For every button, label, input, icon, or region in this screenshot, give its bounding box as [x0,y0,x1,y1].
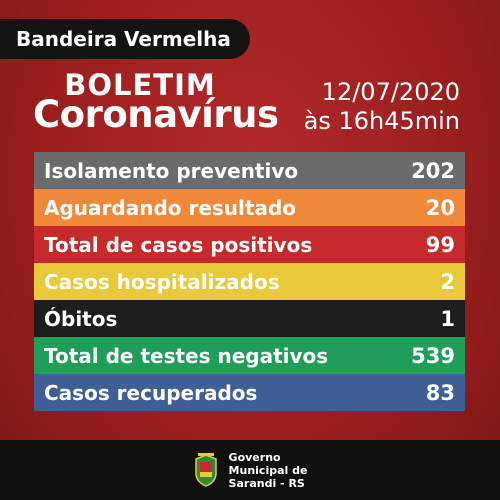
stat-row-positivos: Total de casos positivos 99 [34,226,465,263]
footer: Governo Municipal de Sarandi - RS [0,440,500,500]
status-tag-label: Bandeira Vermelha [16,27,231,51]
stat-value: 20 [425,195,455,220]
stat-label: Óbitos [44,306,118,331]
bulletin-date: 12/07/2020 [321,78,460,106]
stat-label: Casos hospitalizados [44,269,280,294]
stat-value: 83 [425,380,455,405]
stats-table: Isolamento preventivo 202 Aguardando res… [34,152,465,411]
stat-label: Isolamento preventivo [44,158,299,183]
stat-value: 202 [411,158,455,183]
stat-row-aguardando: Aguardando resultado 20 [34,189,465,226]
stat-value: 2 [440,269,455,294]
stat-value: 1 [440,306,455,331]
stat-value: 99 [425,232,455,257]
stat-row-recuperados: Casos recuperados 83 [34,374,465,411]
footer-text: Governo Municipal de Sarandi - RS [229,451,308,490]
title-line2: Coronavírus [33,93,279,136]
stat-label: Aguardando resultado [44,195,297,220]
municipal-crest-icon [194,453,217,487]
status-tag: Bandeira Vermelha [0,19,250,59]
stat-row-hospitalizados: Casos hospitalizados 2 [34,263,465,300]
stat-label: Total de testes negativos [44,343,329,368]
stat-row-isolamento: Isolamento preventivo 202 [34,152,465,189]
stat-label: Casos recuperados [44,380,258,405]
footer-line2: Municipal de [228,463,308,477]
stat-row-negativos: Total de testes negativos 539 [34,337,465,374]
footer-line3: Sarandi - RS [228,476,305,490]
title-line1: BOLETIM [64,68,216,102]
stat-value: 539 [411,343,455,368]
footer-line1: Governo [228,450,281,464]
stat-row-obitos: Óbitos 1 [34,300,465,337]
bulletin-time: às 16h45min [303,107,460,135]
stat-label: Total de casos positivos [44,232,313,257]
